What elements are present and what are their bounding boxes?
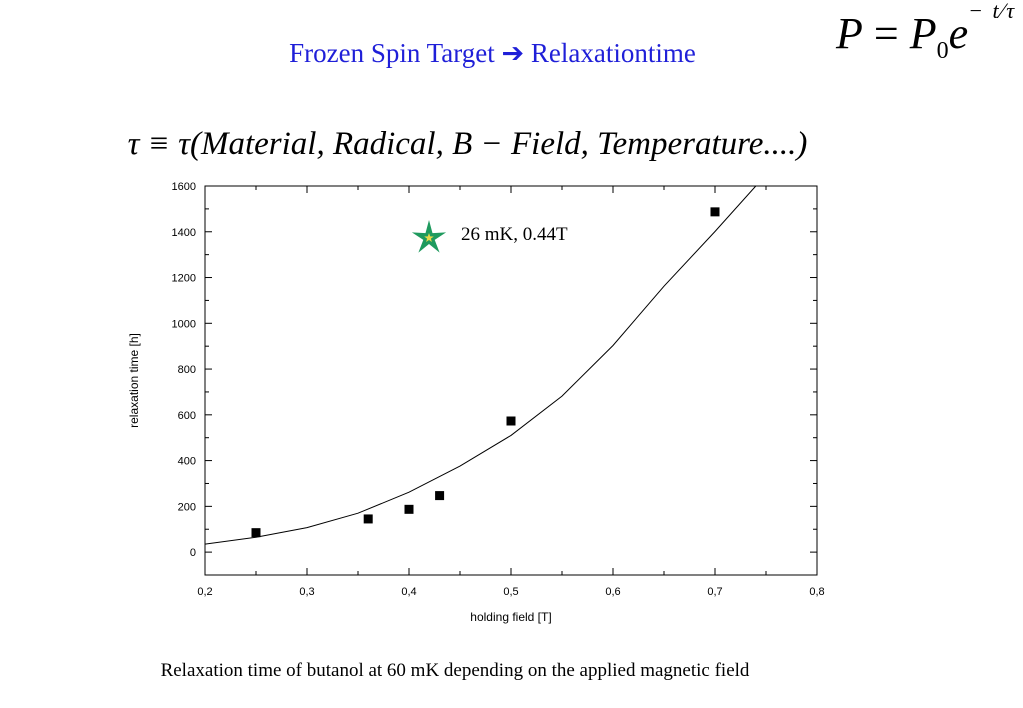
x-tick-label: 0,8	[809, 586, 824, 598]
x-tick-label: 0,5	[503, 586, 518, 598]
y-axis-label: relaxation time [h]	[127, 333, 141, 428]
y-tick-label: 800	[178, 364, 196, 376]
x-tick-label: 0,7	[707, 586, 722, 598]
x-axis-label: holding field [T]	[470, 610, 551, 624]
data-point	[435, 491, 445, 501]
data-point	[404, 504, 414, 514]
data-point	[710, 207, 720, 217]
y-tick-label: 200	[178, 501, 196, 513]
data-point	[251, 528, 261, 538]
slide-title: Frozen Spin Target ➔ Relaxationtime	[289, 38, 696, 68]
y-tick-label: 400	[178, 456, 196, 468]
y-tick-label: 1200	[172, 273, 196, 285]
dependency-formula: τ ≡ τ(Material, Radical, B − Field, Temp…	[127, 126, 808, 162]
y-tick-label: 1000	[172, 318, 196, 330]
y-tick-label: 1400	[172, 227, 196, 239]
x-tick-label: 0,2	[197, 586, 212, 598]
annotation-label: 26 mK, 0.44T	[461, 224, 568, 245]
fit-curve-group	[205, 186, 757, 545]
figure-caption: Relaxation time of butanol at 60 mK depe…	[160, 660, 750, 681]
data-point	[363, 514, 373, 524]
y-tick-label: 1600	[172, 181, 196, 193]
data-points-group	[251, 207, 720, 538]
decay-formula: P = P0e− t⁄τ	[836, 0, 1017, 64]
y-tick-label: 0	[190, 547, 196, 559]
annotation-group: 26 mK, 0.44T	[411, 220, 568, 253]
data-point	[506, 416, 516, 426]
x-tick-label: 0,3	[299, 586, 314, 598]
fit-curve	[205, 186, 757, 545]
star-marker-center	[424, 233, 434, 242]
y-tick-label: 600	[178, 410, 196, 422]
x-tick-label: 0,6	[605, 586, 620, 598]
chart-axes: 0,2 0,3 0,4 0,5 0,6 0,7 0,8 0 200 400 600 800 1000 12…	[127, 181, 825, 624]
x-tick-label: 0,4	[401, 586, 416, 598]
